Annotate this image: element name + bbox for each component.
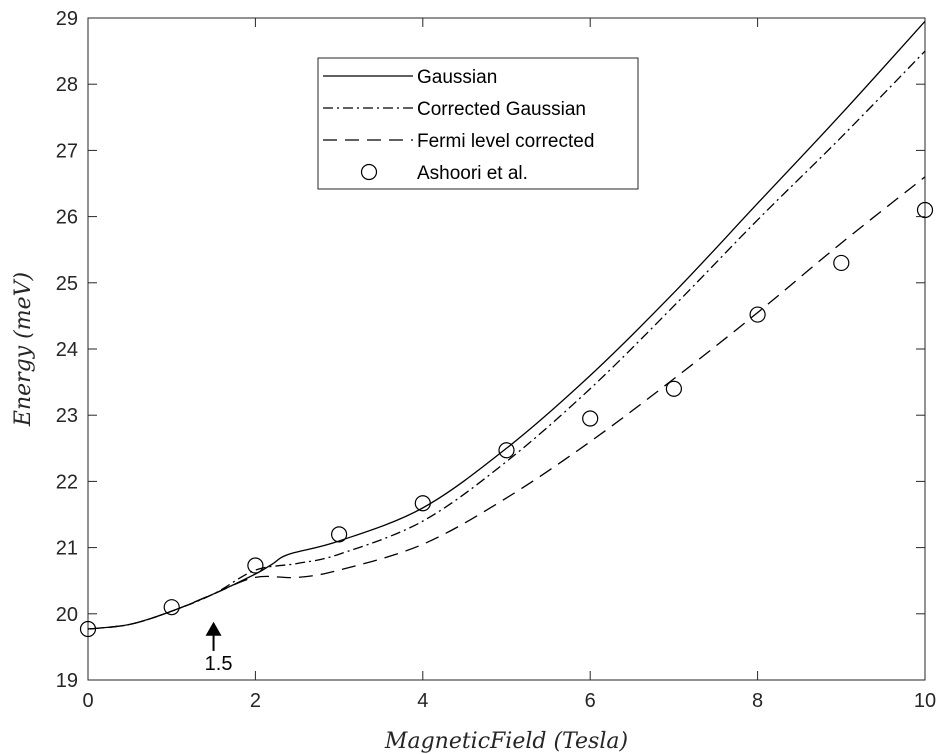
data-point-ashoori-et-al [749, 306, 766, 323]
y-tick-label: 20 [56, 604, 78, 626]
data-point-ashoori-et-al [247, 557, 264, 574]
y-tick-label: 28 [56, 74, 78, 96]
x-tick-label: 0 [82, 690, 93, 712]
series-group [79, 20, 934, 638]
data-point-ashoori-et-al [163, 599, 180, 616]
data-point-ashoori-et-al [582, 410, 599, 427]
y-tick-label: 21 [56, 538, 78, 560]
y-tick-label: 23 [56, 405, 78, 427]
legend-label-fermi-level-corrected: Fermi level corrected [417, 131, 594, 152]
y-tick-label: 22 [56, 471, 78, 493]
x-tick-label: 8 [752, 690, 763, 712]
x-axis-label: MagneticField (Tesla) [384, 729, 628, 754]
legend-box [317, 57, 639, 190]
data-point-ashoori-et-al [414, 495, 431, 512]
data-point-ashoori-et-al [498, 442, 515, 459]
y-tick-label: 24 [56, 339, 78, 361]
y-tick-label: 27 [56, 140, 78, 162]
data-point-ashoori-et-al [665, 380, 683, 397]
x-tick-label: 6 [585, 690, 596, 712]
annotation-arrow-head [205, 621, 222, 636]
data-point-ashoori-et-al [833, 254, 850, 272]
y-axis-label: Energy (meV) [11, 272, 36, 427]
legend-label-ashoori-et-al: Ashoori et al. [417, 163, 528, 184]
data-point-ashoori-et-al [331, 526, 348, 543]
x-tick-label: 2 [250, 690, 261, 712]
legend-swatch-ashoori-et-al [360, 163, 378, 181]
legend-label-corrected-gaussian: Corrected Gaussian [417, 99, 586, 120]
y-tick-label: 25 [56, 273, 78, 295]
y-tick-label: 29 [56, 8, 78, 30]
series-line-fermi-level-corrected [87, 176, 926, 630]
annotation-group: 1.5 [205, 621, 233, 675]
x-tick-label: 10 [914, 690, 936, 712]
data-point-ashoori-et-al [79, 620, 97, 638]
x-tick-label: 4 [417, 690, 428, 712]
y-tick-label: 19 [56, 670, 78, 692]
annotation-label: 1.5 [205, 653, 233, 675]
legend-label-gaussian: Gaussian [417, 67, 497, 88]
legend: Gaussian Corrected Gaussian Fermi level co… [317, 57, 639, 190]
series-line-corrected-gaussian [87, 50, 926, 630]
y-tick-label: 26 [56, 207, 78, 229]
data-point-ashoori-et-al [916, 201, 934, 219]
